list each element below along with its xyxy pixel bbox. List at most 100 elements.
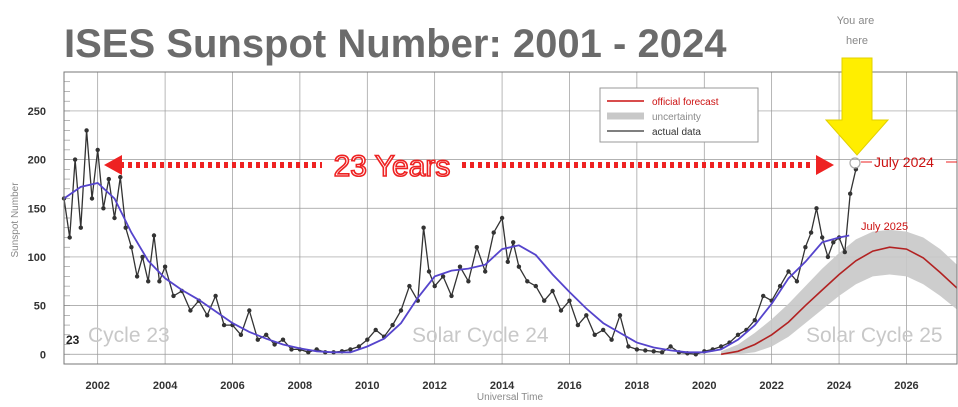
- actual-data-point: [449, 293, 454, 299]
- actual-data-point: [101, 206, 106, 211]
- x-tick-label: 2016: [557, 380, 581, 392]
- chart-title: ISES Sunspot Number: 2001 - 2024: [64, 22, 727, 66]
- you-are-here-line-1: You are: [837, 15, 875, 27]
- x-tick-label: 2006: [220, 380, 244, 392]
- legend-uncertainty: uncertainty: [652, 112, 701, 123]
- actual-data-point: [348, 347, 353, 352]
- actual-data-point: [626, 344, 631, 349]
- actual-data-point: [814, 206, 819, 211]
- actual-data-point: [78, 225, 84, 230]
- actual-data-point: [466, 279, 471, 284]
- uncertainty-band: [721, 229, 957, 355]
- actual-data-point: [617, 313, 623, 318]
- actual-data-point: [151, 233, 157, 238]
- actual-data-point: [432, 283, 437, 289]
- actual-data-point: [264, 332, 269, 337]
- you-are-here-line-2: here: [846, 35, 868, 47]
- actual-data-point: [668, 344, 673, 349]
- actual-data-line: [63, 130, 857, 355]
- y-tick-label: 0: [40, 349, 46, 361]
- y-tick-label: 250: [28, 106, 46, 118]
- actual-data-point: [213, 293, 218, 299]
- actual-data-point: [398, 308, 404, 313]
- actual-data-point: [221, 322, 227, 328]
- y-tick-label: 50: [34, 301, 46, 313]
- actual-data-point: [356, 344, 362, 349]
- actual-data-point: [550, 288, 555, 294]
- actual-data-point: [820, 235, 825, 240]
- cycle-number: 23: [66, 333, 80, 347]
- actual-data-point: [457, 264, 463, 269]
- span-arrow-left-head: [104, 155, 122, 175]
- actual-data-point: [238, 332, 244, 337]
- actual-data-point: [525, 279, 530, 284]
- cycle-24-label: Solar Cycle 24: [412, 324, 549, 347]
- actual-data-point: [188, 308, 193, 313]
- span-label: 23 Years: [334, 150, 451, 183]
- actual-data-layer: [61, 128, 859, 357]
- you-are-here-label: You are here: [837, 15, 878, 47]
- actual-data-point: [601, 327, 606, 333]
- actual-data-point: [440, 274, 446, 279]
- actual-data-point: [842, 249, 847, 255]
- x-tick-label: 2022: [759, 380, 783, 392]
- actual-data-point: [803, 245, 808, 250]
- actual-data-point: [255, 337, 260, 342]
- x-tick-label: 2008: [288, 380, 312, 392]
- actual-data-point: [112, 215, 117, 221]
- actual-data-point: [505, 259, 510, 264]
- actual-data-point: [123, 225, 128, 230]
- actual-data-point: [533, 283, 538, 289]
- actual-data-point: [794, 279, 800, 284]
- actual-data-point: [483, 269, 488, 274]
- legend: official forecast uncertainty actual dat…: [599, 87, 759, 143]
- actual-data-point: [511, 240, 516, 245]
- actual-data-point: [118, 174, 123, 180]
- actual-data-point: [171, 293, 176, 299]
- actual-data-point: [426, 269, 432, 274]
- actual-data-point: [584, 313, 589, 318]
- actual-data-point: [575, 322, 581, 328]
- actual-data-point: [89, 196, 95, 201]
- actual-data-point: [373, 327, 378, 333]
- y-axis-label: Sunspot Number: [10, 182, 21, 258]
- actual-data-point: [140, 254, 145, 260]
- actual-data-point: [609, 337, 614, 342]
- actual-data-point: [72, 157, 78, 162]
- actual-data-point: [651, 349, 656, 354]
- actual-data-point: [777, 283, 783, 289]
- actual-data-point: [157, 279, 162, 284]
- actual-data-point: [134, 274, 140, 279]
- cycle-25-label: Solar Cycle 25: [806, 324, 943, 347]
- actual-data-point: [205, 313, 210, 318]
- smoothed-line: [63, 182, 850, 354]
- x-tick-label: 2012: [422, 380, 446, 392]
- actual-data-point: [643, 348, 648, 353]
- actual-data-point: [67, 235, 72, 240]
- actual-data-point: [558, 308, 564, 313]
- actual-data-point: [146, 279, 151, 284]
- cycle-23-label: Cycle 23: [88, 324, 170, 347]
- current-date-label: July 2024: [874, 154, 934, 170]
- actual-data-point: [390, 322, 395, 328]
- forecast-layer: [720, 246, 958, 356]
- forecast-peak-label: July 2025: [861, 221, 908, 233]
- actual-data-point: [129, 245, 134, 250]
- actual-data-point: [718, 344, 724, 349]
- x-axis-label: Universal Time: [477, 392, 544, 403]
- actual-data-point: [761, 293, 766, 299]
- smoothed-layer: [63, 182, 850, 354]
- actual-data-point: [634, 347, 640, 352]
- x-tick-label: 2014: [490, 380, 515, 392]
- actual-data-point: [407, 283, 412, 289]
- actual-data-point: [84, 128, 89, 133]
- actual-data-point: [808, 230, 814, 235]
- x-tick-label: 2018: [625, 380, 649, 392]
- actual-data-point: [474, 245, 479, 250]
- actual-data-point: [516, 264, 522, 269]
- x-tick-label: 2010: [355, 380, 379, 392]
- actual-data-point: [499, 215, 505, 221]
- forecast-line: [720, 246, 958, 356]
- actual-data-point: [306, 350, 311, 355]
